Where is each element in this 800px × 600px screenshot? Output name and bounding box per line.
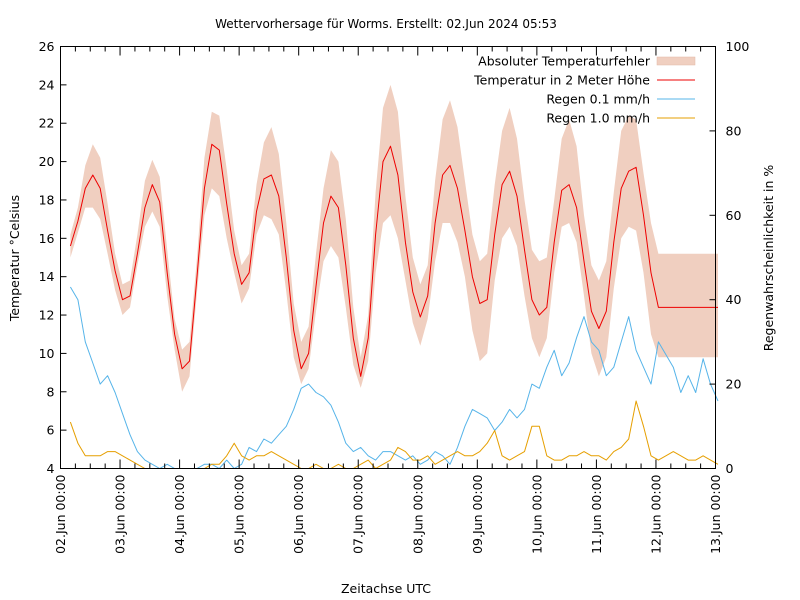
legend-error-band: Absoluter Temperaturfehler xyxy=(478,54,696,69)
y-tick-label: 20 xyxy=(39,154,55,169)
legend-label: Absoluter Temperaturfehler xyxy=(478,54,651,69)
y2-tick-label: 60 xyxy=(726,208,742,223)
y-tick-label: 14 xyxy=(39,269,55,284)
legend-rain-0-1: Regen 0.1 mm/h xyxy=(546,92,695,107)
y-axis-label: Temperatur °Celsius xyxy=(7,195,22,322)
x-tick-label: 07.Jun 00:00 xyxy=(351,474,366,553)
y-tick-label: 6 xyxy=(47,423,55,438)
y2-tick-label: 80 xyxy=(726,123,742,138)
y2-tick-label: 20 xyxy=(726,377,742,392)
x-tick-label: 13.Jun 00:00 xyxy=(708,474,723,553)
y2-tick-label: 0 xyxy=(726,461,734,476)
y2-tick-label: 100 xyxy=(726,39,750,54)
legend-label: Temperatur in 2 Meter Höhe xyxy=(473,73,650,88)
x-tick-label: 09.Jun 00:00 xyxy=(470,474,485,553)
rain-1-0-line xyxy=(69,400,719,469)
x-tick-label: 03.Jun 00:00 xyxy=(113,474,128,553)
legend-label: Regen 1.0 mm/h xyxy=(546,111,650,126)
y-tick-label: 8 xyxy=(47,384,55,399)
rain-0-1-line xyxy=(69,286,719,469)
y-tick-label: 24 xyxy=(39,77,55,92)
y-axis-right: 0 20 40 60 80 100 xyxy=(709,39,750,476)
y-tick-label: 4 xyxy=(47,461,55,476)
x-tick-label: 10.Jun 00:00 xyxy=(529,474,544,553)
x-tick-label: 06.Jun 00:00 xyxy=(291,474,306,553)
legend-temperature: Temperatur in 2 Meter Höhe xyxy=(473,73,695,88)
y2-tick-label: 40 xyxy=(726,292,742,307)
y-tick-label: 26 xyxy=(39,39,55,54)
y-tick-label: 16 xyxy=(39,231,55,246)
x-tick-label: 05.Jun 00:00 xyxy=(232,474,247,553)
x-tick-label: 11.Jun 00:00 xyxy=(589,474,604,553)
plot-area xyxy=(69,84,719,469)
x-tick-label: 08.Jun 00:00 xyxy=(410,474,425,553)
x-axis: 02.Jun 00:00 03.Jun 00:00 04.Jun 00:00 05.J… xyxy=(53,46,723,554)
x-tick-label: 12.Jun 00:00 xyxy=(648,474,663,553)
chart-title: Wettervorhersage für Worms. Erstellt: 02… xyxy=(215,17,557,31)
x-tick-label: 04.Jun 00:00 xyxy=(172,474,187,553)
y-tick-label: 22 xyxy=(39,116,55,131)
x-tick-label: 02.Jun 00:00 xyxy=(53,474,68,553)
legend-rain-1-0: Regen 1.0 mm/h xyxy=(546,111,695,126)
temperature-line xyxy=(69,143,718,377)
y-axis-left: 4 6 8 10 12 14 16 18 20 22 24 26 xyxy=(39,39,67,476)
y2-axis-label: Regenwahrscheinlichkeit in % xyxy=(761,165,776,352)
x-axis-label: Zeitachse UTC xyxy=(341,581,431,596)
legend: Absoluter Temperaturfehler Temperatur in … xyxy=(473,54,696,126)
legend-swatch xyxy=(656,56,696,66)
y-tick-label: 12 xyxy=(39,308,55,323)
legend-label: Regen 0.1 mm/h xyxy=(546,92,650,107)
y-tick-label: 10 xyxy=(39,346,55,361)
temperature-error-band xyxy=(70,84,718,392)
y-tick-label: 18 xyxy=(39,192,55,207)
